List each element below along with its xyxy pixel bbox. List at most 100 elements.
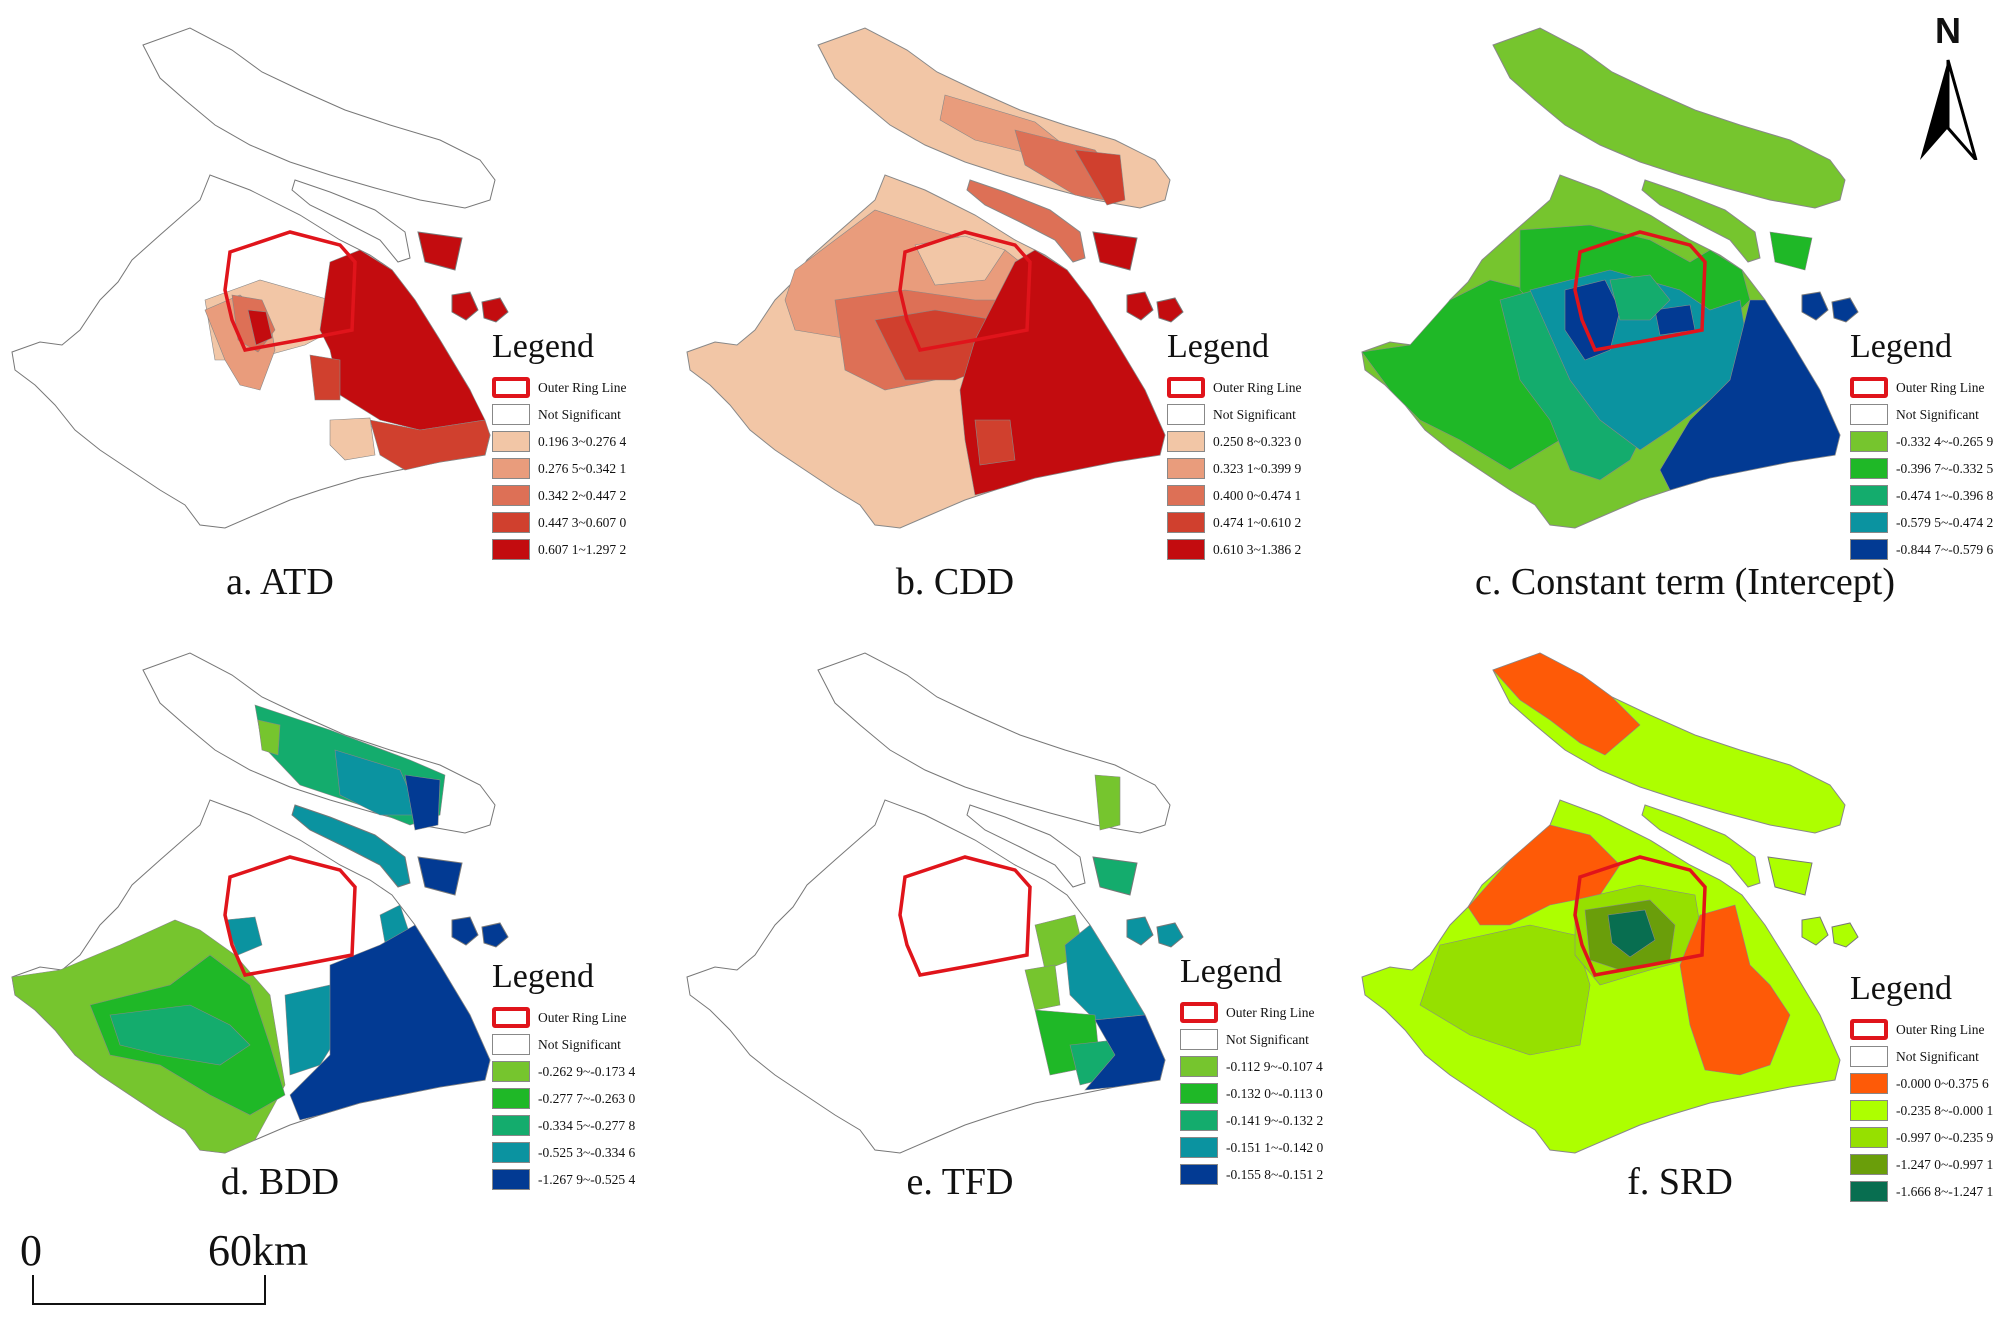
class-swatch: [492, 512, 530, 533]
legend-item-ring: Outer Ring Line: [492, 1004, 670, 1031]
legend-item-not-significant: Not Significant: [492, 1031, 670, 1058]
ring-swatch: [1167, 377, 1205, 398]
legend-title: Legend: [1167, 328, 1269, 365]
caption-f: f. SRD: [1627, 1161, 1733, 1203]
legend-item: 0.447 3~0.607 0: [492, 509, 670, 536]
class-swatch: [1850, 1127, 1888, 1148]
legend-f: Legend Outer Ring Line Not Significant -…: [1850, 970, 2008, 1205]
legend-item: -1.267 9~-0.525 4: [492, 1166, 670, 1193]
legend-item: 0.323 1~0.399 9: [1167, 455, 1345, 482]
map-atd: [11, 27, 509, 529]
legend-item-ring: Outer Ring Line: [1850, 374, 2008, 401]
legend-item: 0.342 2~0.447 2: [492, 482, 670, 509]
map-cdd: [686, 27, 1184, 529]
class-swatch: [1180, 1110, 1218, 1131]
map-intercept: [1361, 27, 1859, 529]
class-swatch: [1850, 1181, 1888, 1202]
legend-title: Legend: [1850, 328, 1952, 365]
legend-item-ring: Outer Ring Line: [1850, 1016, 2008, 1043]
class-swatch: [492, 431, 530, 452]
legend-title: Legend: [492, 328, 594, 365]
panel-b-cdd: Legend Outer Ring Line Not Significant 0…: [675, 0, 1345, 630]
legend-item-ring: Outer Ring Line: [1180, 999, 1358, 1026]
legend-item-not-significant: Not Significant: [1850, 1043, 2008, 1070]
class-swatch: [492, 539, 530, 560]
legend-item: -0.132 0~-0.113 0: [1180, 1080, 1358, 1107]
class-swatch: [1180, 1164, 1218, 1185]
class-swatch: [492, 1061, 530, 1082]
legend-item: 0.276 5~0.342 1: [492, 455, 670, 482]
class-swatch: [492, 1115, 530, 1136]
class-swatch: [1850, 1073, 1888, 1094]
legend-item-not-significant: Not Significant: [1180, 1026, 1358, 1053]
legend-item: -0.112 9~-0.107 4: [1180, 1053, 1358, 1080]
panel-a-atd: Legend Outer Ring Line Not Significant 0…: [0, 0, 670, 630]
not-significant-swatch: [1850, 404, 1888, 425]
north-label: N: [1935, 10, 1961, 51]
legend-item: -0.235 8~-0.000 1: [1850, 1097, 2008, 1124]
legend-title: Legend: [1180, 953, 1282, 990]
panel-f-srd: Legend Outer Ring Line Not Significant -…: [1350, 625, 2008, 1255]
map-srd: [1361, 652, 1859, 1154]
legend-item: 0.250 8~0.323 0: [1167, 428, 1345, 455]
class-swatch: [492, 458, 530, 479]
class-swatch: [1167, 485, 1205, 506]
class-swatch: [1167, 512, 1205, 533]
legend-item-not-significant: Not Significant: [492, 401, 670, 428]
legend-item-not-significant: Not Significant: [1167, 401, 1345, 428]
scale-bar: 0 60km: [20, 1225, 320, 1315]
ring-swatch: [492, 1007, 530, 1028]
legend-item: -1.666 8~-1.247 1: [1850, 1178, 2008, 1205]
map-bdd: [11, 652, 509, 1154]
caption-b: b. CDD: [895, 561, 1015, 603]
legend-item: -0.262 9~-0.173 4: [492, 1058, 670, 1085]
class-swatch: [1850, 485, 1888, 506]
legend-item: -0.332 4~-0.265 9: [1850, 428, 2008, 455]
class-swatch: [492, 1142, 530, 1163]
legend-item: -0.525 3~-0.334 6: [492, 1139, 670, 1166]
panel-c-intercept: Legend Outer Ring Line Not Significant -…: [1350, 0, 2008, 630]
north-arrow-icon: [1920, 59, 1978, 160]
legend-item: -0.579 5~-0.474 2: [1850, 509, 2008, 536]
legend-item: -0.155 8~-0.151 2: [1180, 1161, 1358, 1188]
legend-item: -0.997 0~-0.235 9: [1850, 1124, 2008, 1151]
legend-item-ring: Outer Ring Line: [492, 374, 670, 401]
ring-swatch: [1180, 1002, 1218, 1023]
class-swatch: [1180, 1137, 1218, 1158]
not-significant-swatch: [1167, 404, 1205, 425]
legend-item-ring: Outer Ring Line: [1167, 374, 1345, 401]
class-swatch: [1850, 1100, 1888, 1121]
legend-item: 0.607 1~1.297 2: [492, 536, 670, 563]
class-swatch: [1850, 512, 1888, 533]
class-swatch: [1850, 539, 1888, 560]
ring-swatch: [1850, 377, 1888, 398]
north-arrow: N: [1908, 10, 1988, 160]
legend-item: 0.196 3~0.276 4: [492, 428, 670, 455]
legend-item: -1.247 0~-0.997 1: [1850, 1151, 2008, 1178]
class-swatch: [1180, 1056, 1218, 1077]
legend-item: -0.396 7~-0.332 5: [1850, 455, 2008, 482]
map-tfd: [686, 652, 1184, 1154]
not-significant-swatch: [1850, 1046, 1888, 1067]
panel-e-tfd: Legend Outer Ring Line Not Significant -…: [675, 625, 1345, 1255]
ring-swatch: [1850, 1019, 1888, 1040]
legend-d: Legend Outer Ring Line Not Significant -…: [492, 958, 670, 1193]
panel-d-bdd: Legend Outer Ring Line Not Significant -…: [0, 625, 670, 1255]
legend-item: -0.141 9~-0.132 2: [1180, 1107, 1358, 1134]
ring-swatch: [492, 377, 530, 398]
not-significant-swatch: [1180, 1029, 1218, 1050]
caption-a: a. ATD: [226, 561, 334, 603]
legend-item: 0.610 3~1.386 2: [1167, 536, 1345, 563]
class-swatch: [1167, 458, 1205, 479]
legend-item: 0.400 0~0.474 1: [1167, 482, 1345, 509]
legend-item: -0.000 0~0.375 6: [1850, 1070, 2008, 1097]
scale-end-label: 60km: [208, 1226, 309, 1275]
legend-a: Legend Outer Ring Line Not Significant 0…: [492, 328, 670, 563]
legend-c: Legend Outer Ring Line Not Significant -…: [1850, 328, 2008, 563]
class-swatch: [1850, 458, 1888, 479]
class-swatch: [492, 485, 530, 506]
legend-item: -0.474 1~-0.396 8: [1850, 482, 2008, 509]
caption-c: c. Constant term (Intercept): [1475, 561, 1895, 603]
scale-start-label: 0: [20, 1226, 42, 1275]
legend-item: -0.151 1~-0.142 0: [1180, 1134, 1358, 1161]
